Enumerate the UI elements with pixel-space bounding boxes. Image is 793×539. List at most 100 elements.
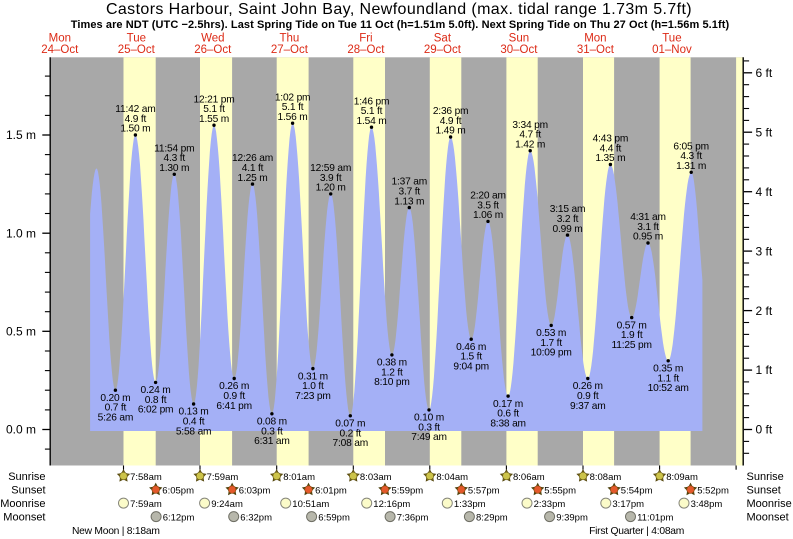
svg-text:1.25 m: 1.25 m	[237, 173, 267, 184]
svg-text:0 ft: 0 ft	[756, 423, 773, 437]
svg-text:Moonrise: Moonrise	[0, 498, 45, 510]
svg-text:5.1 ft: 5.1 ft	[282, 102, 304, 113]
svg-text:4 ft: 4 ft	[756, 185, 773, 199]
svg-text:4:43 pm: 4:43 pm	[593, 134, 629, 145]
svg-text:1.35 m: 1.35 m	[595, 153, 625, 164]
svg-text:1.31 m: 1.31 m	[676, 161, 706, 172]
svg-text:5.1 ft: 5.1 ft	[361, 106, 383, 117]
svg-text:11:54 pm: 11:54 pm	[154, 143, 194, 154]
svg-text:0.0 m: 0.0 m	[6, 423, 36, 437]
svg-text:Fri: Fri	[359, 32, 372, 44]
svg-text:0.2 ft: 0.2 ft	[340, 428, 362, 439]
svg-text:2:33pm: 2:33pm	[534, 499, 566, 510]
svg-text:Moonset: Moonset	[3, 512, 45, 524]
svg-text:1.06 m: 1.06 m	[473, 210, 503, 221]
svg-text:10:09 pm: 10:09 pm	[531, 348, 572, 359]
svg-text:0.17 m: 0.17 m	[493, 399, 523, 410]
svg-text:0.99 m: 0.99 m	[552, 224, 582, 235]
svg-text:5:57pm: 5:57pm	[468, 486, 500, 497]
svg-text:Thu: Thu	[279, 32, 299, 44]
svg-text:8:09am: 8:09am	[666, 472, 698, 483]
svg-text:1.1 ft: 1.1 ft	[657, 373, 679, 384]
svg-text:5:58 am: 5:58 am	[176, 426, 212, 437]
svg-text:8:06am: 8:06am	[513, 472, 545, 483]
svg-text:5:59pm: 5:59pm	[392, 486, 424, 497]
svg-text:9:37 am: 9:37 am	[570, 401, 606, 412]
svg-text:4.1 ft: 4.1 ft	[242, 163, 264, 174]
svg-text:0.35 m: 0.35 m	[653, 364, 683, 375]
svg-text:1.56 m: 1.56 m	[278, 112, 308, 123]
svg-text:0.53 m: 0.53 m	[536, 328, 566, 339]
svg-text:0.9 ft: 0.9 ft	[223, 391, 245, 402]
svg-text:Sun: Sun	[509, 32, 529, 44]
svg-text:3 ft: 3 ft	[756, 244, 773, 258]
svg-text:0.31 m: 0.31 m	[298, 371, 328, 382]
svg-text:Sunset: Sunset	[11, 485, 45, 497]
svg-text:9:04 pm: 9:04 pm	[453, 362, 489, 373]
svg-text:1.7 ft: 1.7 ft	[540, 338, 562, 349]
svg-text:New Moon | 8:18am: New Moon | 8:18am	[72, 526, 160, 537]
svg-text:6:12pm: 6:12pm	[163, 513, 195, 524]
svg-text:1.5 ft: 1.5 ft	[460, 352, 482, 363]
svg-text:3:17pm: 3:17pm	[612, 499, 644, 510]
svg-text:1.49 m: 1.49 m	[436, 126, 466, 137]
svg-text:4.9 ft: 4.9 ft	[440, 116, 462, 127]
svg-text:0.10 m: 0.10 m	[414, 413, 444, 424]
svg-text:01–Nov: 01–Nov	[652, 44, 692, 56]
svg-text:1.20 m: 1.20 m	[316, 183, 346, 194]
svg-text:3:34 pm: 3:34 pm	[512, 120, 548, 131]
svg-text:0.5 m: 0.5 m	[6, 325, 36, 339]
svg-text:4.4 ft: 4.4 ft	[600, 143, 622, 154]
svg-text:Moonrise: Moonrise	[747, 498, 792, 510]
svg-text:1.30 m: 1.30 m	[159, 163, 189, 174]
svg-text:0.26 m: 0.26 m	[573, 381, 603, 392]
svg-text:6:05pm: 6:05pm	[162, 486, 194, 497]
svg-text:7:36pm: 7:36pm	[397, 513, 429, 524]
svg-text:8:04am: 8:04am	[436, 472, 468, 483]
svg-text:11:01pm: 11:01pm	[637, 513, 673, 524]
svg-text:1.0 m: 1.0 m	[6, 226, 36, 240]
svg-text:Sunset: Sunset	[747, 485, 781, 497]
svg-text:7:23 pm: 7:23 pm	[295, 391, 331, 402]
svg-text:1.50 m: 1.50 m	[120, 124, 150, 135]
svg-text:25–Oct: 25–Oct	[118, 44, 156, 56]
svg-text:7:59am: 7:59am	[207, 472, 239, 483]
svg-text:0.8 ft: 0.8 ft	[145, 395, 167, 406]
svg-text:27–Oct: 27–Oct	[271, 44, 309, 56]
svg-text:Moonset: Moonset	[747, 512, 789, 524]
svg-text:31–Oct: 31–Oct	[577, 44, 615, 56]
svg-text:12:26 am: 12:26 am	[232, 153, 273, 164]
svg-text:Sunrise: Sunrise	[8, 471, 45, 483]
svg-text:Sunrise: Sunrise	[747, 471, 784, 483]
svg-text:12:16pm: 12:16pm	[373, 499, 410, 510]
svg-text:12:59 am: 12:59 am	[310, 163, 351, 174]
svg-text:1.5 m: 1.5 m	[6, 128, 36, 142]
svg-text:0.9 ft: 0.9 ft	[577, 391, 599, 402]
svg-text:7:58am: 7:58am	[130, 472, 162, 483]
svg-text:30–Oct: 30–Oct	[500, 44, 538, 56]
svg-text:12:21 pm: 12:21 pm	[193, 94, 234, 105]
svg-text:4:31 am: 4:31 am	[630, 212, 666, 223]
svg-text:1.0 ft: 1.0 ft	[302, 381, 324, 392]
svg-text:3.9 ft: 3.9 ft	[320, 173, 342, 184]
svg-text:5:52pm: 5:52pm	[697, 486, 729, 497]
svg-text:3.7 ft: 3.7 ft	[399, 187, 421, 198]
svg-text:8:29pm: 8:29pm	[476, 513, 508, 524]
svg-text:28–Oct: 28–Oct	[347, 44, 385, 56]
svg-text:10:51am: 10:51am	[292, 499, 329, 510]
svg-text:3.2 ft: 3.2 ft	[557, 214, 579, 225]
svg-text:3:48pm: 3:48pm	[691, 499, 723, 510]
svg-text:First Quarter | 4:08am: First Quarter | 4:08am	[589, 526, 684, 537]
svg-text:1:33pm: 1:33pm	[454, 499, 486, 510]
svg-text:0.38 m: 0.38 m	[377, 358, 407, 369]
svg-text:1.42 m: 1.42 m	[515, 139, 545, 150]
svg-text:9:24am: 9:24am	[211, 499, 243, 510]
svg-text:1 ft: 1 ft	[756, 363, 773, 377]
svg-text:0.13 m: 0.13 m	[179, 407, 209, 418]
svg-text:6:01pm: 6:01pm	[315, 486, 347, 497]
svg-text:2:20 am: 2:20 am	[470, 191, 506, 202]
svg-text:7:59am: 7:59am	[130, 499, 162, 510]
svg-text:5:54pm: 5:54pm	[621, 486, 653, 497]
svg-text:1:46 pm: 1:46 pm	[354, 96, 390, 107]
svg-text:0.3 ft: 0.3 ft	[261, 426, 283, 437]
